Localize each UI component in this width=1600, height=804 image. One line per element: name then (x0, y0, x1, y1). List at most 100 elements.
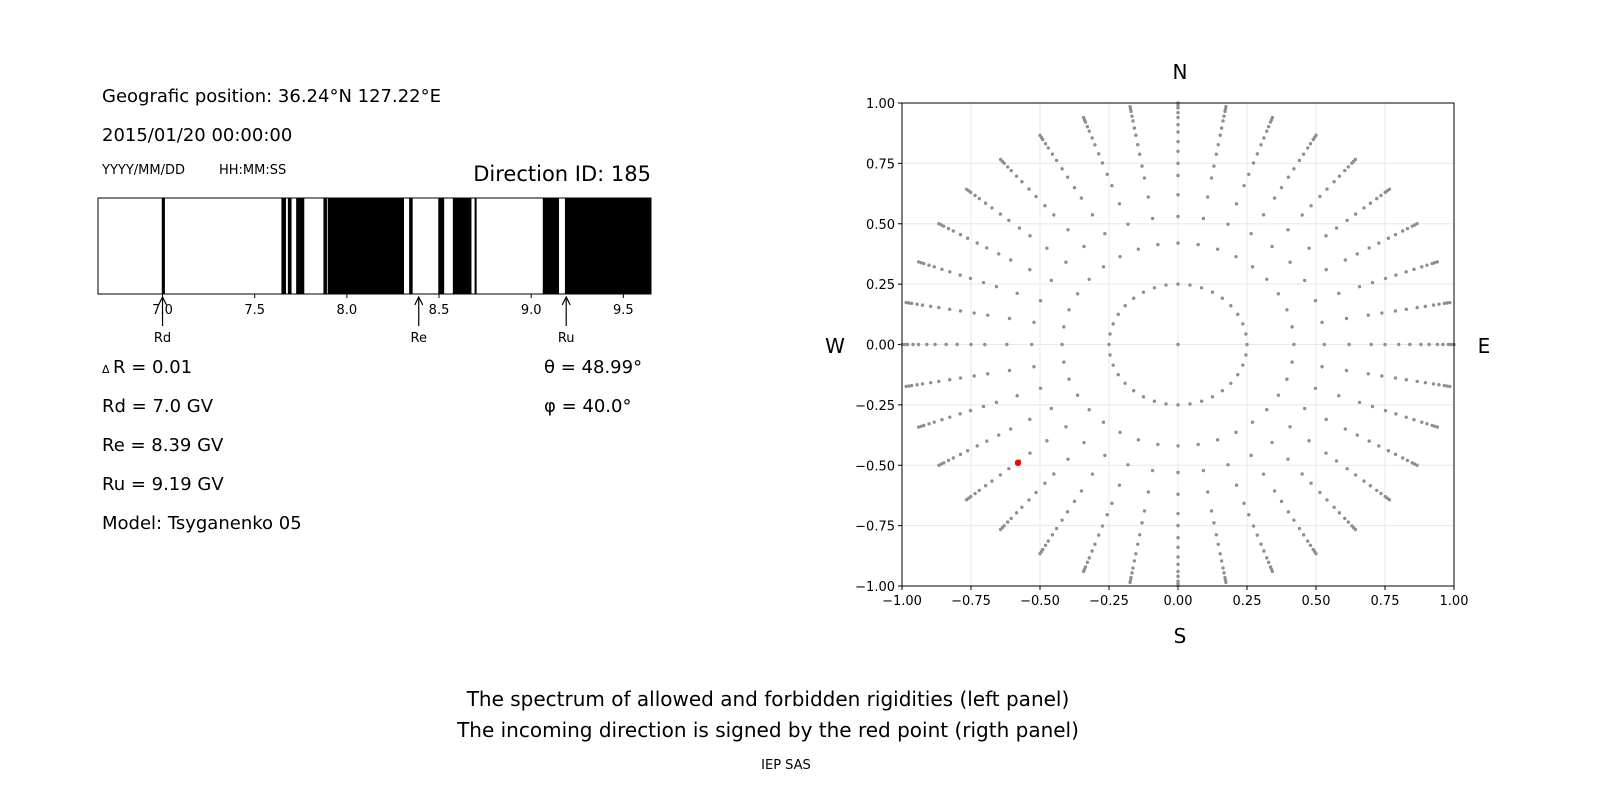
direction-point (940, 417, 944, 422)
direction-point (1201, 216, 1206, 221)
direction-point (1045, 439, 1049, 443)
direction-point (1146, 195, 1150, 199)
direction-point (1176, 545, 1180, 550)
delta-symbol: Δ (102, 363, 110, 376)
direction-point (1437, 383, 1441, 387)
direction-point (1032, 365, 1036, 369)
direction-point (1103, 453, 1107, 458)
direction-point (1404, 270, 1408, 274)
direction-point (985, 439, 989, 443)
direction-point (1176, 574, 1180, 579)
forbidden-band (409, 198, 413, 294)
direction-point (1435, 425, 1440, 429)
direction-point (1176, 523, 1180, 528)
direction-point (1007, 368, 1012, 373)
direction-point (1142, 509, 1147, 513)
direction-point (1270, 440, 1274, 445)
direction-point (1176, 115, 1180, 120)
direction-point (1046, 146, 1050, 150)
direction-point (1415, 463, 1419, 467)
direction-point (1220, 389, 1225, 393)
forbidden-band (287, 198, 292, 294)
direction-point (1362, 479, 1366, 483)
direction-point (969, 342, 973, 347)
direction-point (1038, 299, 1043, 303)
direction-point (927, 263, 931, 267)
x-tick-label: −0.25 (1089, 594, 1129, 609)
direction-point (1097, 152, 1101, 156)
direction-point (1288, 425, 1292, 429)
direction-point (1362, 206, 1366, 210)
y-tick-label: 0.00 (866, 339, 895, 354)
direction-point (1324, 234, 1328, 238)
forbidden-band (327, 198, 404, 294)
direction-point (1176, 161, 1180, 166)
y-tick-label: 1.00 (866, 97, 895, 112)
direction-point (1393, 232, 1398, 237)
direction-point (1176, 562, 1180, 566)
direction-point (1255, 152, 1259, 156)
direction-point (1347, 342, 1351, 347)
direction-point (1065, 510, 1070, 514)
direction-point (1259, 542, 1263, 546)
direction-point (1032, 320, 1036, 324)
direction-point (1318, 490, 1322, 495)
direction-point (1308, 142, 1313, 146)
direction-point (1218, 133, 1222, 137)
direction-point (1353, 212, 1358, 216)
direction-point (1085, 560, 1090, 565)
direction-point (1355, 433, 1359, 437)
direction-point (916, 425, 921, 429)
direction-point (1244, 353, 1248, 357)
direction-point (1404, 378, 1409, 382)
direction-point (1346, 520, 1351, 524)
direction-point (1054, 526, 1059, 531)
direction-point (1105, 172, 1109, 176)
direction-point (1132, 126, 1137, 130)
direction-point (1301, 533, 1306, 537)
direction-point (1176, 569, 1180, 574)
direction-point (1435, 260, 1440, 264)
direction-point (1379, 491, 1383, 496)
direction-point (1250, 265, 1255, 269)
direction-point (1353, 157, 1358, 162)
direction-point (1052, 213, 1056, 217)
direction-point (1100, 524, 1105, 528)
direction-point (1320, 365, 1324, 369)
direction-point (915, 383, 919, 387)
direction-point (1176, 579, 1180, 583)
direction-point (932, 265, 936, 269)
direction-point (1314, 551, 1318, 556)
direction-point (1209, 509, 1214, 513)
direction-point (1229, 303, 1233, 308)
direction-point (1302, 406, 1307, 411)
direction-point (1345, 466, 1349, 471)
direction-point (1423, 380, 1428, 385)
direction-point (998, 527, 1003, 532)
direction-point (1176, 214, 1180, 219)
direction-point (1290, 360, 1294, 364)
direction-point (1368, 484, 1373, 488)
direction-point (1107, 342, 1111, 347)
direction-point (1266, 560, 1271, 565)
direction-point (1210, 290, 1215, 294)
direction-point (1290, 325, 1294, 329)
direction-point (1300, 213, 1304, 217)
direction-point (1366, 372, 1370, 376)
direction-point (1072, 185, 1077, 190)
direction-point (1118, 430, 1122, 435)
direction-point (1272, 196, 1277, 200)
direction-point (1199, 286, 1204, 290)
direction-point (1176, 511, 1180, 516)
direction-point (958, 452, 963, 457)
direction-point (1419, 342, 1423, 347)
direction-point (1060, 167, 1064, 171)
direction-point (1050, 533, 1055, 537)
direction-point (1199, 399, 1204, 403)
direction-point (1247, 172, 1251, 176)
direction-point (983, 342, 987, 347)
direction-point (1332, 505, 1336, 509)
direction-point (1420, 420, 1424, 424)
theta-value: θ = 48.99° (544, 357, 642, 378)
direction-point (1087, 277, 1091, 282)
